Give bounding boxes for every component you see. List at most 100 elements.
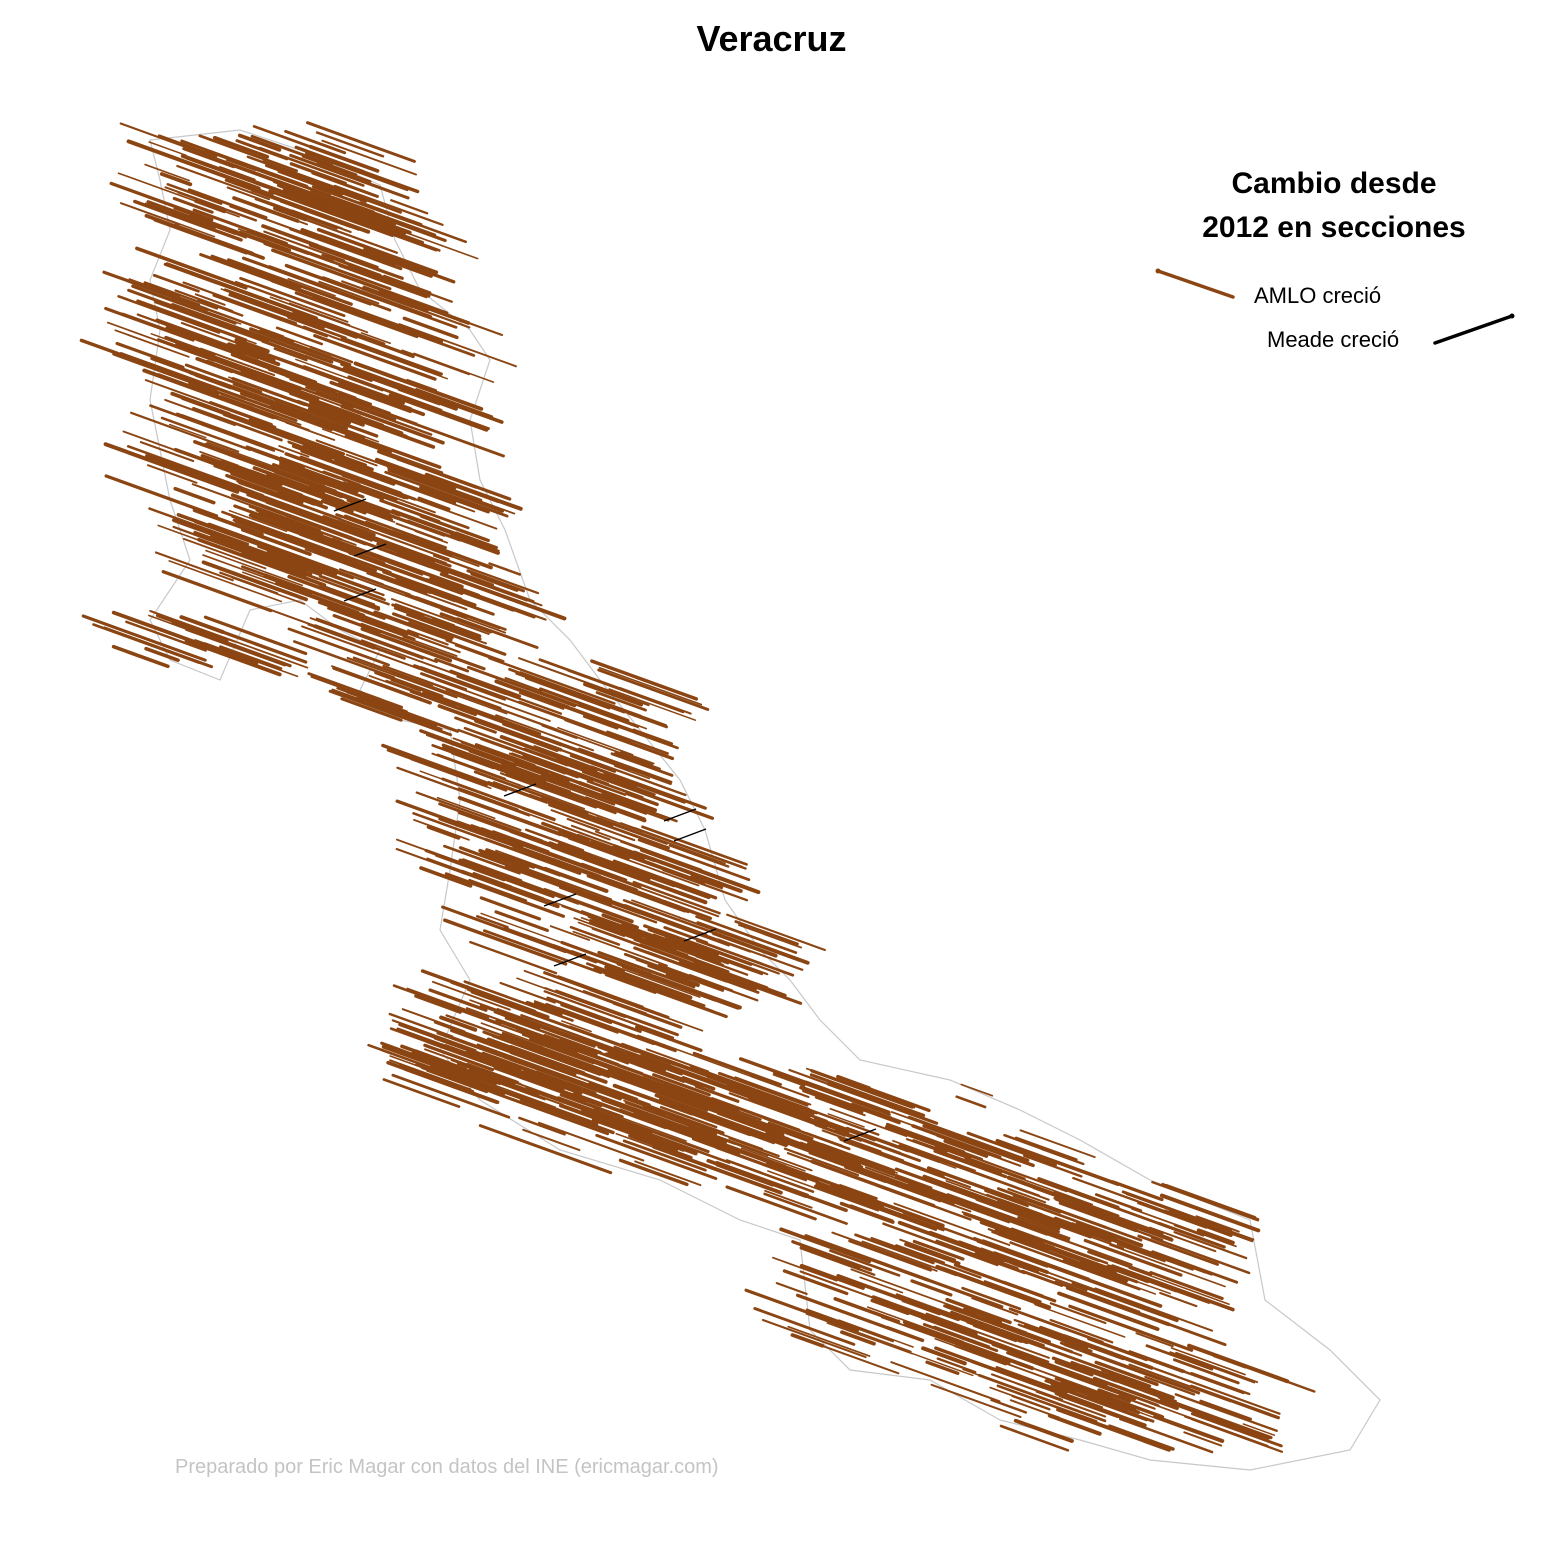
amlo-arrow: [1108, 1377, 1203, 1414]
amlo-arrow: [819, 1092, 901, 1125]
amlo-arrow: [592, 1108, 710, 1154]
amlo-arrow: [386, 1060, 500, 1105]
amlo-arrow: [1135, 1332, 1174, 1348]
amlo-arrow: [139, 441, 195, 463]
amlo-arrow: [545, 737, 672, 785]
amlo-arrow: [148, 507, 250, 546]
amlo-arrow: [136, 313, 176, 329]
amlo-arrow: [501, 762, 616, 806]
amlo-arrow: [890, 1361, 1001, 1403]
amlo-arrow: [189, 214, 267, 244]
amlo-arrow: [733, 1126, 788, 1148]
amlo-arrow: [1151, 1180, 1260, 1222]
amlo-arrow: [655, 928, 780, 975]
amlo-arrow: [418, 618, 487, 645]
amlo-arrow: [81, 614, 207, 662]
amlo-arrow: [765, 1162, 885, 1208]
amlo-arrow: [598, 666, 703, 706]
amlo-arrow: [830, 1183, 945, 1228]
amlo-arrow: [620, 750, 655, 765]
amlo-arrow: [567, 848, 635, 875]
amlo-arrow: [1199, 1399, 1252, 1421]
amlo-arrow: [287, 277, 336, 297]
amlo-arrow: [921, 1346, 967, 1366]
amlo-arrow: [419, 866, 473, 888]
amlo-arrow: [1003, 1133, 1048, 1152]
amlo-arrow: [616, 1109, 698, 1140]
amlo-arrow: [465, 1007, 558, 1042]
amlo-arrow: [925, 1312, 1050, 1359]
amlo-arrow: [273, 347, 308, 362]
amlo-arrow: [340, 697, 403, 722]
amlo-arrow: [516, 783, 586, 810]
amlo-arrow: [582, 856, 708, 905]
amlo-arrow: [806, 1067, 916, 1109]
amlo-arrow: [1107, 1424, 1175, 1451]
amlo-arrow: [420, 969, 537, 1014]
amlo-arrow: [194, 374, 232, 390]
amlo-arrow: [516, 762, 570, 785]
amlo-arrow: [1051, 1356, 1118, 1383]
amlo-arrow: [122, 430, 215, 465]
amlo-arrow: [266, 473, 394, 522]
amlo-arrow: [478, 1124, 613, 1175]
amlo-arrow: [925, 1360, 960, 1375]
amlo-arrow: [538, 690, 639, 729]
amlo-arrow: [833, 1297, 901, 1324]
amlo-arrow: [633, 884, 720, 918]
amlo-arrow: [239, 276, 346, 318]
amlo-arrow: [692, 1051, 782, 1086]
amlo-arrow: [1184, 1415, 1249, 1441]
amlo-arrow: [690, 874, 724, 890]
amlo-arrow: [168, 560, 283, 603]
amlo-arrow: [390, 573, 477, 607]
amlo-arrow: [1023, 1324, 1089, 1350]
amlo-arrow: [1150, 1236, 1251, 1275]
amlo-arrow: [324, 518, 448, 566]
amlo-arrow: [1110, 1220, 1164, 1242]
amlo-arrow: [1058, 1394, 1120, 1419]
amlo-arrow: [182, 538, 267, 570]
amlo-arrow: [839, 1151, 898, 1174]
amlo-arrow: [144, 646, 180, 663]
amlo-arrow: [657, 963, 759, 1002]
amlo-arrow: [289, 227, 403, 271]
amlo-arrow: [787, 1325, 871, 1357]
amlo-arrow: [934, 1145, 1026, 1180]
amlo-arrow: [504, 864, 613, 906]
amlo-arrow: [601, 896, 660, 920]
amlo-arrow: [396, 1027, 489, 1063]
amlo-arrow: [231, 377, 307, 407]
amlo-arrow: [476, 915, 509, 929]
amlo-arrow: [479, 1003, 596, 1048]
amlo-arrow: [219, 166, 256, 181]
amlo-arrow: [434, 657, 470, 673]
amlo-arrow: [747, 1097, 828, 1129]
amlo-arrow: [1032, 1425, 1074, 1442]
amlo-arrow: [466, 569, 525, 593]
amlo-arrow: [171, 518, 274, 558]
amlo-arrow: [310, 528, 357, 546]
amlo-arrow: [556, 1096, 600, 1114]
amlo-arrow: [1106, 1264, 1211, 1304]
amlo-arrow: [591, 927, 683, 962]
amlo-arrow: [1108, 1276, 1157, 1295]
amlo-arrow: [767, 1170, 879, 1212]
amlo-arrow: [900, 1146, 941, 1163]
amlo-arrow: [659, 1105, 718, 1129]
amlo-arrow: [102, 270, 209, 311]
amlo-arrow: [716, 1160, 809, 1196]
amlo-arrow: [587, 914, 722, 966]
amlo-arrow: [380, 1041, 497, 1086]
amlo-arrow: [517, 700, 632, 744]
amlo-arrow: [836, 1274, 961, 1322]
amlo-arrow: [436, 796, 496, 820]
amlo-arrow: [573, 917, 625, 938]
amlo-arrow: [1047, 1413, 1102, 1436]
amlo-arrow: [479, 851, 613, 901]
amlo-arrow: [854, 1233, 935, 1265]
amlo-arrow: [479, 736, 610, 786]
amlo-arrow: [328, 689, 453, 737]
amlo-arrow: [666, 1100, 789, 1147]
amlo-arrow: [1042, 1385, 1104, 1409]
